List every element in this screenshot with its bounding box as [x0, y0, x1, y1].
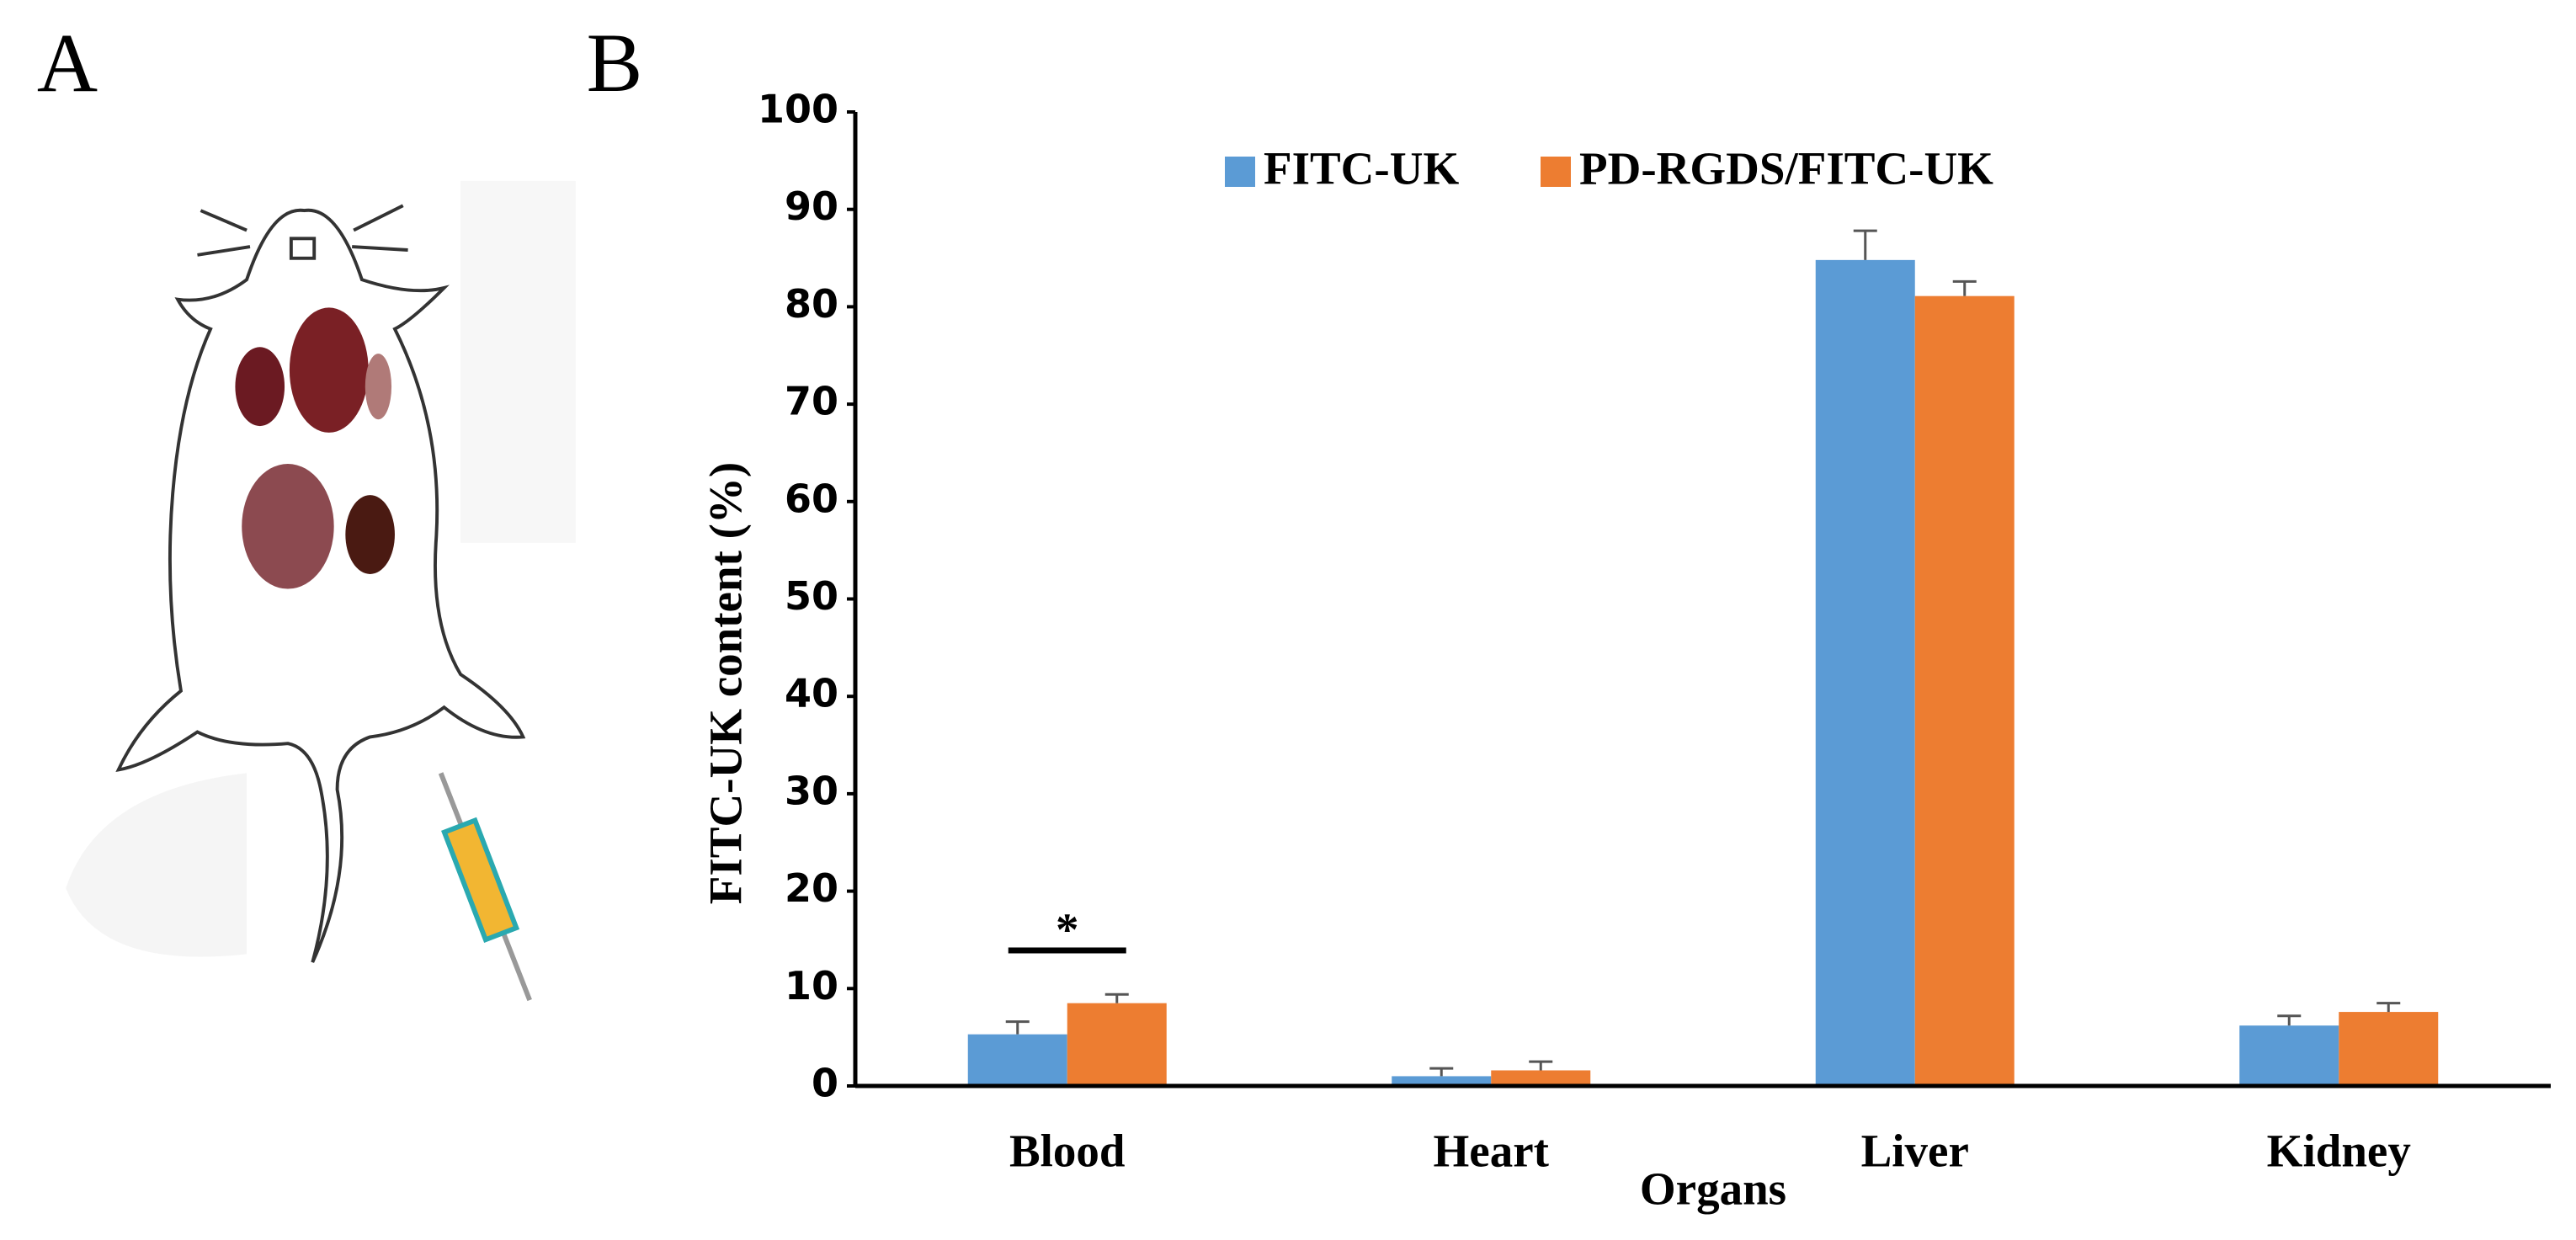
- error-bar: [1952, 279, 1977, 296]
- x-tick-label: Kidney: [2267, 1126, 2411, 1177]
- bar: [2339, 1012, 2439, 1086]
- bar: [2239, 1025, 2339, 1086]
- bar: [1491, 1070, 1591, 1086]
- x-tick-label: Heart: [1434, 1126, 1550, 1177]
- panel-label: B: [587, 16, 643, 109]
- significance-label: *: [1056, 904, 1079, 955]
- bar: [967, 1034, 1067, 1086]
- legend-label: PD-RGDS/FITC-UK: [1579, 143, 1993, 194]
- y-tick-label: 90: [785, 184, 838, 229]
- y-tick-label: 30: [785, 768, 838, 813]
- error-bar: [1853, 229, 1877, 260]
- y-tick-label: 100: [758, 87, 838, 132]
- legend-label: FITC-UK: [1264, 143, 1459, 194]
- error-bar: [2277, 1014, 2302, 1026]
- y-tick-label: 50: [785, 573, 838, 619]
- y-tick-label: 20: [785, 865, 838, 911]
- y-tick-label: 10: [785, 963, 838, 1008]
- error-bar: [1429, 1067, 1454, 1077]
- y-tick-label: 40: [785, 671, 838, 716]
- x-axis-label: Organs: [1640, 1163, 1786, 1215]
- x-tick-label: Liver: [1861, 1126, 1969, 1177]
- bar: [1392, 1076, 1492, 1086]
- bar: [1067, 1003, 1167, 1086]
- y-tick-label: 80: [785, 281, 838, 327]
- error-bar: [1005, 1020, 1030, 1035]
- legend-swatch: [1225, 157, 1255, 187]
- y-tick-label: 70: [785, 379, 838, 424]
- legend-swatch: [1541, 157, 1571, 187]
- y-axis-label: FITC-UK content (%): [700, 462, 752, 904]
- panel-label: A: [37, 16, 98, 109]
- x-tick-label: Blood: [1009, 1126, 1126, 1177]
- error-bar: [1529, 1060, 1553, 1071]
- y-tick-label: 60: [785, 476, 838, 521]
- y-tick-label: 0: [812, 1061, 838, 1106]
- mouse-illustration: [66, 180, 576, 1002]
- error-bar: [1104, 993, 1129, 1003]
- bar: [1815, 259, 1915, 1086]
- error-bar: [2376, 1002, 2401, 1013]
- bar: [1914, 295, 2014, 1087]
